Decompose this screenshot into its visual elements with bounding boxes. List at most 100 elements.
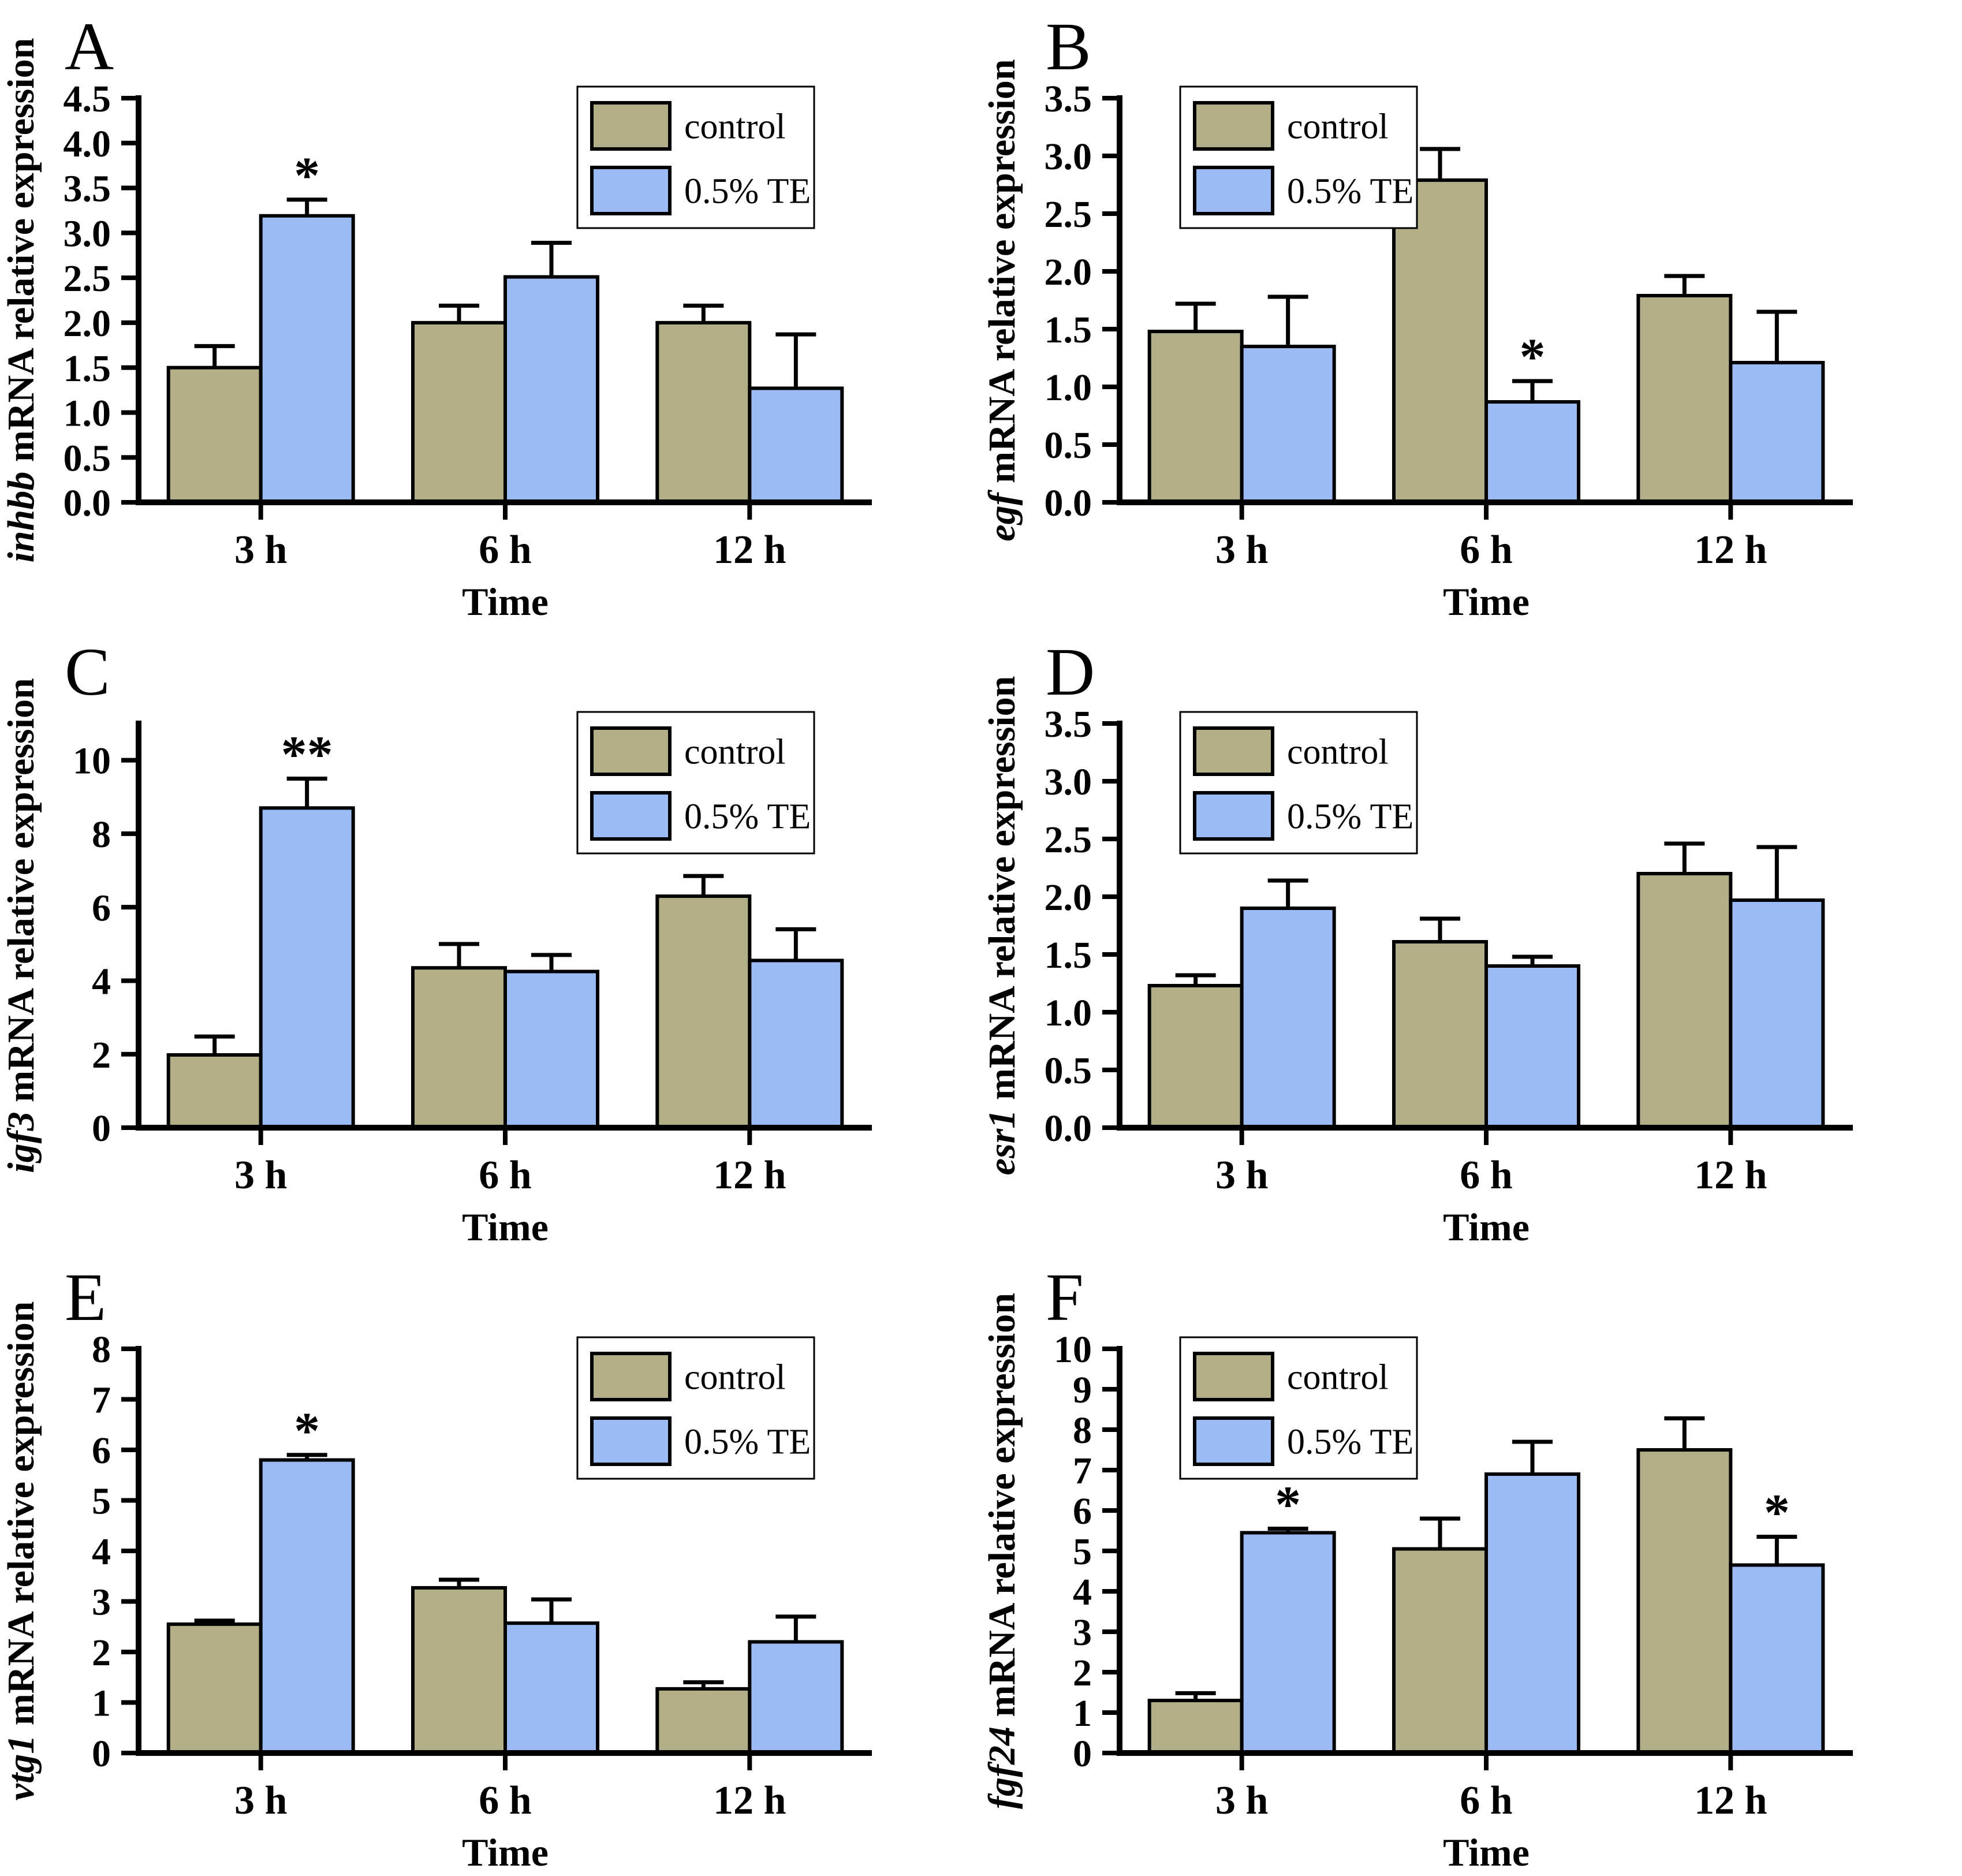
y-tick-label: 1.5 (1045, 934, 1092, 976)
bar-0-5-te-6-h (503, 969, 599, 1130)
legend-swatch-0-5-te (1193, 166, 1274, 215)
significance-star: * (1275, 1476, 1301, 1534)
error-bar-control-12-h (683, 303, 724, 323)
y-tick-label: 3.5 (64, 168, 111, 210)
legend: control 0.5% TE (1179, 85, 1418, 229)
y-axis-title-gene: igf3 (0, 1112, 42, 1173)
significance-star: ** (281, 726, 333, 783)
error-bar-0-5-te-3-h (286, 1453, 327, 1460)
x-axis-title: Time (1443, 1205, 1530, 1249)
y-tick-label: 8 (1073, 1409, 1092, 1452)
category-label: 12 h (713, 1153, 786, 1198)
error-bar-control-6-h (1420, 916, 1460, 942)
y-tick-label: 3.0 (1045, 761, 1092, 803)
y-tick-label: 2.0 (1045, 877, 1092, 919)
y-tick-label: 2 (1073, 1652, 1092, 1694)
legend-swatch-control (590, 1352, 672, 1401)
y-tick-label: 4 (92, 1531, 111, 1573)
bar-0-5-te-12-h (748, 958, 844, 1129)
y-tick-label: 8 (92, 814, 111, 856)
error-bar-0-5-te-6-h (1512, 379, 1553, 402)
y-axis-title-rest: mRNA relative expression (981, 59, 1023, 493)
y-tick-label: 2.0 (64, 303, 111, 345)
legend-label: 0.5% TE (684, 172, 811, 211)
y-tick-label: 4.5 (64, 78, 111, 120)
error-bar-0-5-te-6-h (531, 953, 572, 972)
category-label: 3 h (1215, 1153, 1268, 1198)
category-label: 6 h (479, 1778, 531, 1823)
legend-label: control (1287, 733, 1389, 772)
x-axis-title: Time (462, 1830, 549, 1874)
y-tick-label: 1.0 (1045, 992, 1092, 1034)
y-axis-title-gene: egf (981, 489, 1023, 541)
legend-label: 0.5% TE (1287, 1423, 1413, 1462)
bar-0-5-te-12-h (1729, 898, 1825, 1129)
y-tick-label: 2.5 (1045, 819, 1092, 861)
panel-letter: E (65, 1259, 106, 1335)
panel-C-chart: 0 2 4 6 8 10 3 h 6 h 12 h Time igf3 mRNA relative … (0, 625, 981, 1251)
panel-A-chart: 0.00.51.01.52.02.53.03.54.04.5 3 h 6 h 12 h… (0, 0, 981, 625)
error-bar-control-3-h (1175, 973, 1216, 986)
bar-0-5-te-3-h (259, 1458, 355, 1755)
bar-control-6-h (411, 1586, 507, 1755)
y-tick-label: 1.0 (1045, 367, 1092, 409)
error-bar-control-6-h (1420, 147, 1460, 180)
bar-control-6-h (411, 966, 507, 1129)
legend-swatch-0-5-te (590, 1416, 672, 1466)
y-axis-title-gene: vtg1 (0, 1735, 42, 1801)
legend-swatch-control (1193, 726, 1274, 776)
error-bar-control-3-h (1175, 1691, 1216, 1700)
legend-label: control (684, 733, 786, 772)
bar-control-6-h (1392, 1547, 1488, 1755)
y-tick-label: 6 (92, 887, 111, 929)
bar-control-3-h (1147, 984, 1244, 1129)
panel-letter: D (1046, 634, 1095, 710)
y-tick-label: 2.0 (1045, 251, 1092, 293)
legend: control 0.5% TE (576, 85, 815, 229)
bar-0-5-te-6-h (503, 1621, 599, 1755)
error-bar-control-12-h (1664, 274, 1705, 296)
y-tick-label: 0.0 (64, 482, 111, 524)
y-tick-label: 6 (92, 1430, 111, 1472)
y-tick-label: 0 (1073, 1733, 1092, 1775)
legend: control 0.5% TE (576, 1336, 815, 1480)
error-bar-control-12-h (683, 874, 724, 897)
significance-star: * (294, 147, 320, 204)
y-tick-label: 1 (92, 1683, 111, 1725)
bar-control-12-h (655, 1687, 752, 1755)
category-label: 3 h (234, 528, 287, 572)
error-bar-0-5-te-12-h (1756, 309, 1797, 363)
y-tick-label: 9 (1073, 1369, 1092, 1411)
error-bar-control-3-h (1175, 301, 1216, 331)
y-tick-label: 5 (1073, 1531, 1092, 1573)
significance-star: * (294, 1403, 320, 1460)
bar-control-12-h (655, 894, 752, 1129)
y-axis-title-rest: mRNA relative expression (0, 678, 42, 1112)
legend-swatch-0-5-te (590, 166, 672, 215)
error-bar-control-6-h (439, 1577, 479, 1588)
bar-control-6-h (411, 320, 507, 505)
y-tick-label: 3.5 (1045, 703, 1092, 745)
y-axis-title: igf3 mRNA relative expression (0, 678, 42, 1173)
y-axis-title: fgf24 mRNA relative expression (981, 1293, 1023, 1809)
category-label: 3 h (234, 1778, 287, 1823)
legend-label: 0.5% TE (1287, 172, 1413, 211)
error-bar-0-5-te-6-h (1512, 1439, 1553, 1474)
bar-control-12-h (1636, 1448, 1733, 1755)
category-label: 6 h (1460, 528, 1512, 572)
y-axis-title: vtg1 mRNA relative expression (0, 1301, 42, 1801)
bar-control-3-h (1147, 1699, 1244, 1755)
y-axis-title-gene: fgf24 (981, 1726, 1023, 1809)
error-bar-0-5-te-12-h (1756, 1535, 1797, 1565)
legend-swatch-control (1193, 1352, 1274, 1401)
y-axis-title-rest: mRNA relative expression (981, 676, 1023, 1110)
legend-label: control (684, 1358, 786, 1397)
bar-control-3-h (166, 1053, 263, 1129)
bar-0-5-te-6-h (1484, 400, 1580, 504)
bar-0-5-te-12-h (748, 386, 844, 505)
error-bar-0-5-te-12-h (775, 927, 816, 961)
bar-control-3-h (166, 365, 263, 505)
y-tick-label: 3 (92, 1582, 111, 1624)
bar-control-12-h (1636, 872, 1733, 1129)
